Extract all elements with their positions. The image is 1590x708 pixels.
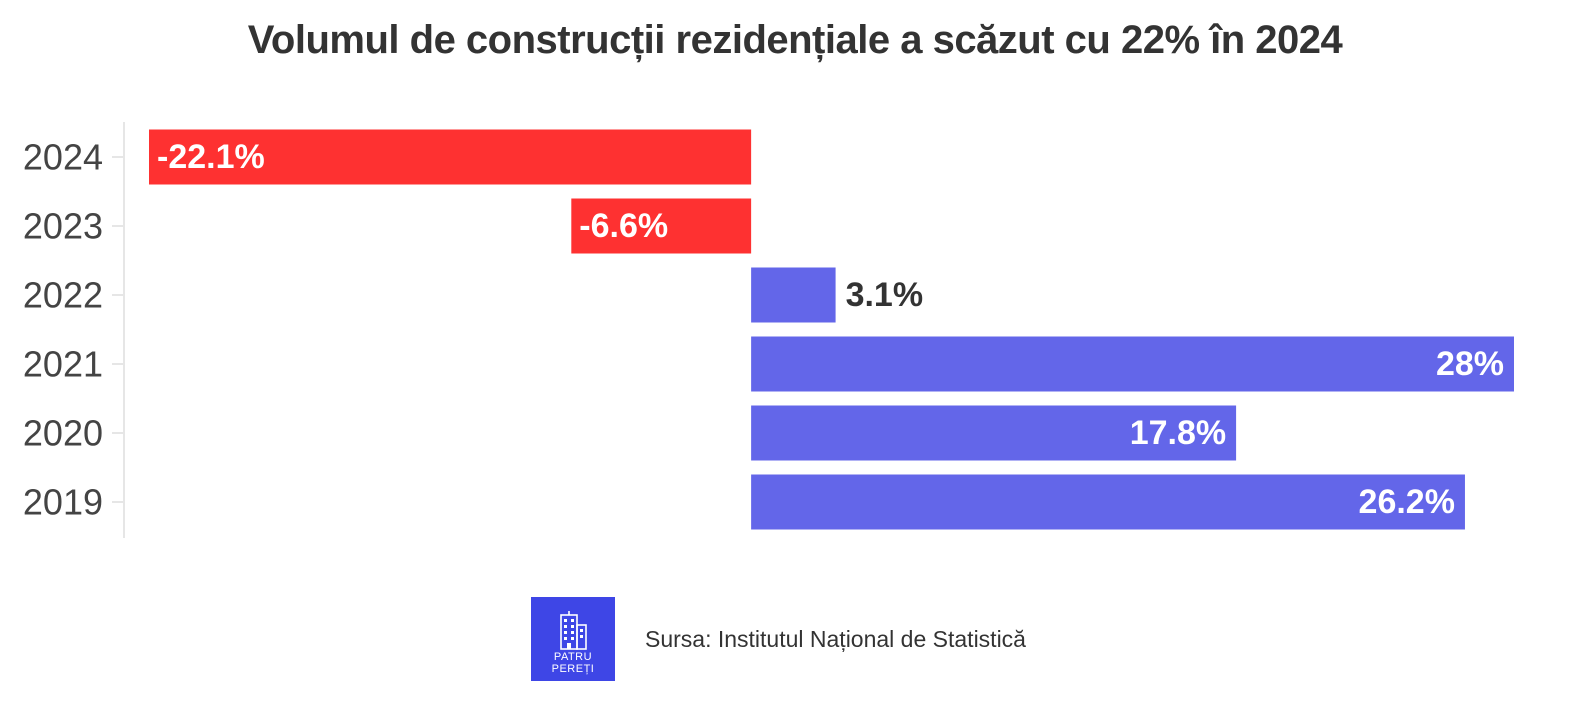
value-label-2019: 26.2% [1359,483,1455,521]
logo-text: PATRU PEREȚI [551,651,595,675]
footer: PATRU PEREȚI Sursa: Institutul Național … [531,597,1026,681]
y-tick-label-2019: 2019 [23,482,103,523]
bar-2022 [751,267,836,323]
value-label-2022: 3.1% [846,276,924,314]
y-tick-label-2020: 2020 [23,413,103,454]
value-label-2023: -6.6% [579,207,668,245]
bar-2021 [751,336,1514,392]
y-tick-label-2022: 2022 [23,275,103,316]
value-label-2021: 28% [1436,345,1504,383]
chart-title: Volumul de construcții rezidențiale a sc… [247,18,1343,62]
patru-pereti-logo: PATRU PEREȚI [531,597,615,681]
bar-2020 [751,405,1237,461]
value-label-2024: -22.1% [157,138,265,176]
value-label-2020: 17.8% [1130,414,1226,452]
building-icon [560,611,587,650]
y-tick-label-2023: 2023 [23,206,103,247]
bar-chart: 2024 -22.1% 2023 -6.6% 2022 3.1% 2021 28% 2020 17… [23,122,1514,538]
y-tick-label-2024: 2024 [23,137,103,178]
y-tick-label-2021: 2021 [23,344,103,385]
bar-2024 [149,129,752,185]
bar-2023 [571,198,752,254]
source-note: Sursa: Institutul Național de Statistică [645,625,1026,652]
bar-2019 [751,474,1465,530]
